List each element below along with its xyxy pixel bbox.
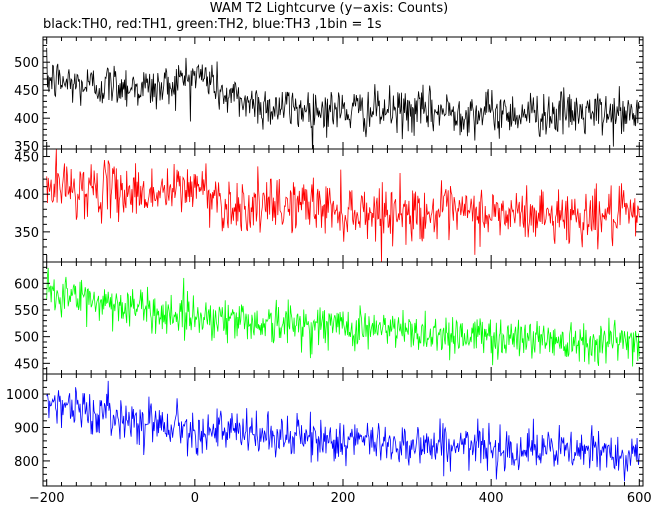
x-tick-label: −200: [29, 491, 65, 505]
y-tick-label: 400: [14, 188, 39, 203]
chart-title: WAM T2 Lightcurve (y−axis: Counts): [209, 1, 449, 16]
y-tick-label: 400: [14, 112, 39, 127]
y-tick-label: 350: [14, 226, 39, 241]
panel-frame: [42, 36, 644, 150]
y-tick-label: 450: [14, 84, 39, 99]
x-tick-label: 200: [331, 491, 356, 505]
panel-th1: 350 400 450: [14, 148, 644, 263]
panel-frame: [42, 373, 644, 487]
panel-th2: 450 500 550 600: [14, 261, 644, 375]
y-tick-label: 500: [14, 56, 39, 71]
series-th1: [46, 149, 640, 262]
y-tick-label: 900: [14, 421, 39, 436]
series-th3: [46, 380, 640, 482]
x-tick-label: 400: [479, 491, 504, 505]
y-tick-label: 600: [14, 277, 39, 292]
y-tick-label: 800: [14, 455, 39, 470]
x-tick-label: 0: [191, 491, 199, 505]
series-th0: [46, 47, 640, 149]
chart-subtitle: black:TH0, red:TH1, green:TH2, blue:TH3 …: [43, 17, 382, 32]
y-tick-label: 1000: [6, 388, 39, 403]
x-tick-label: 600: [627, 491, 652, 505]
y-tick-label: 450: [14, 357, 39, 372]
y-tick-label: 550: [14, 304, 39, 319]
panel-th3: 800 900 1000: [6, 373, 644, 487]
panels-group: 350 400 450 500 350 400 450 450 500 550 600 800 900 1…: [6, 36, 644, 487]
panel-th0: 350 400 450 500: [14, 36, 644, 155]
x-axis: −200 0 200 400 600: [29, 491, 652, 505]
y-tick-label: 500: [14, 331, 39, 346]
y-tick-label: 450: [14, 151, 39, 166]
series-th2: [46, 267, 640, 367]
y-tick-label: 350: [14, 140, 39, 155]
